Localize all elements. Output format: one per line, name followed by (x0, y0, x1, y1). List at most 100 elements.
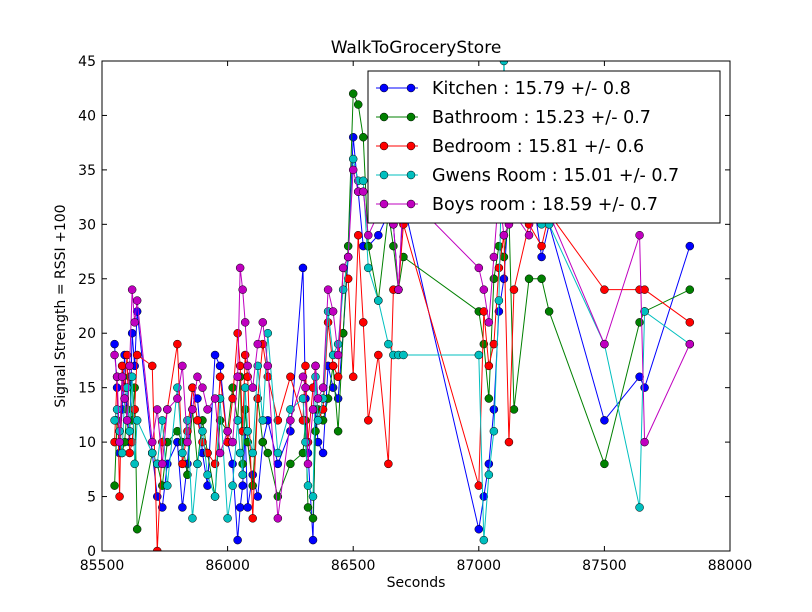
data-point (499, 230, 509, 240)
y-tick-label: 10 (78, 435, 96, 451)
data-point (489, 274, 499, 284)
data-point (248, 448, 257, 458)
data-point (474, 350, 484, 360)
data-point (394, 285, 403, 294)
data-point (235, 448, 245, 458)
data-point (685, 339, 695, 349)
data-point (233, 372, 242, 382)
data-point (474, 263, 484, 273)
data-point (235, 263, 245, 273)
data-point (308, 514, 318, 523)
data-point (238, 285, 247, 294)
data-point (158, 459, 167, 469)
data-point (258, 416, 268, 425)
data-point (479, 285, 489, 294)
data-point (303, 503, 313, 512)
legend-item: Gwens Room : 15.01 +/- 0.7 (376, 166, 679, 186)
y-tick-label: 35 (78, 163, 96, 179)
data-point (163, 405, 172, 414)
axes: 85500 86000 86500 87000 87500 88000 0 5 10 15 20 25… (78, 54, 752, 574)
data-point (524, 274, 534, 284)
data-point (210, 492, 220, 501)
data-point (132, 524, 142, 534)
data-point (479, 339, 489, 349)
data-point (489, 252, 499, 262)
data-point (333, 426, 343, 436)
data-point (311, 361, 320, 371)
data-point (198, 437, 207, 447)
data-point (178, 361, 187, 371)
data-point (273, 416, 283, 425)
legend-marker (379, 112, 389, 122)
data-point (132, 296, 142, 305)
data-point (117, 361, 127, 371)
data-point (188, 514, 197, 523)
data-point (127, 437, 137, 447)
data-point (112, 405, 122, 414)
data-point (298, 416, 308, 425)
data-point (228, 394, 237, 403)
data-point (125, 426, 134, 436)
data-point (235, 503, 245, 512)
data-point (313, 416, 323, 425)
data-point (127, 372, 137, 382)
data-point (494, 263, 504, 273)
data-point (384, 459, 393, 469)
data-point (348, 89, 358, 98)
data-point (233, 328, 242, 338)
y-axis-title: Signal Strength = RSSI +100 (53, 204, 69, 407)
data-point (286, 459, 295, 469)
data-point (198, 426, 207, 436)
x-tick-label: 87500 (582, 558, 627, 574)
data-point (389, 241, 398, 251)
data-point (343, 252, 353, 262)
data-point (479, 535, 489, 545)
data-point (358, 318, 368, 327)
y-tick-label: 0 (87, 544, 96, 560)
data-point (122, 416, 132, 425)
data-point (183, 470, 192, 480)
data-point (153, 405, 162, 414)
x-tick-label: 88000 (708, 558, 753, 574)
data-point (484, 394, 494, 403)
data-point (253, 339, 262, 349)
legend-box (367, 70, 721, 224)
data-point (178, 459, 187, 469)
legend-label: Bathroom : 15.23 +/- 0.7 (432, 108, 651, 128)
data-point (127, 285, 137, 294)
x-axis-title: Seconds (387, 575, 446, 591)
data-point (298, 263, 308, 273)
data-point (117, 372, 127, 382)
legend-marker (406, 83, 416, 93)
data-point (125, 361, 134, 371)
data-point (173, 339, 182, 349)
data-point (130, 459, 139, 469)
data-point (484, 361, 494, 371)
data-point (215, 448, 225, 458)
data-point (524, 230, 534, 240)
data-point (504, 437, 514, 447)
data-point (600, 339, 609, 349)
legend-label: Gwens Room : 15.01 +/- 0.7 (432, 166, 679, 186)
data-point (228, 481, 237, 490)
legend-marker (406, 141, 416, 151)
y-tick-label: 25 (78, 272, 96, 288)
data-point (286, 405, 295, 414)
data-point (243, 426, 252, 436)
data-point (132, 416, 142, 425)
data-point (474, 524, 484, 534)
data-point (193, 394, 202, 403)
data-point (494, 296, 504, 305)
series-line (114, 61, 691, 541)
data-point (243, 503, 252, 512)
data-point (298, 448, 308, 458)
data-point (364, 263, 373, 273)
data-point (243, 361, 252, 371)
data-point (263, 448, 273, 458)
data-point (484, 318, 494, 327)
legend-item: Kitchen : 15.79 +/- 0.8 (376, 79, 631, 99)
data-point (338, 263, 348, 273)
data-point (188, 383, 197, 392)
data-point (233, 535, 242, 545)
data-point (374, 350, 383, 360)
